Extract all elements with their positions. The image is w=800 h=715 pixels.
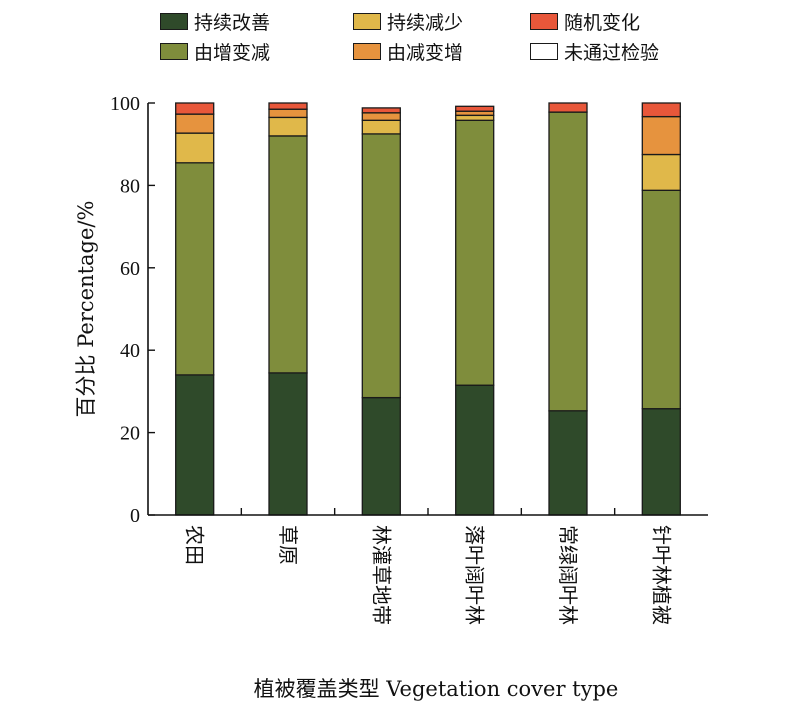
bar-segment-0-3: [175, 113, 215, 134]
y-tick-label: 80: [120, 175, 140, 197]
bar-segment-4-4: [548, 102, 588, 113]
bar-segment-0-1: [175, 162, 215, 376]
bar-segment-1-1: [268, 135, 308, 374]
category-label: 草原: [276, 525, 300, 565]
y-tick-label: 40: [120, 340, 140, 362]
category-label: 常绿阔叶林: [556, 525, 580, 625]
bar-segment-1-0: [268, 372, 308, 516]
category-label: 林灌草地带: [369, 525, 393, 625]
legend-label: 由减变增: [387, 42, 464, 64]
x-axis-title: 植被覆盖类型 Vegetation cover type: [254, 677, 619, 701]
bar-segment-3-4: [455, 105, 495, 112]
y-tick-label: 100: [110, 93, 140, 115]
legend-swatch: [160, 13, 188, 30]
legend-item: 未通过检验: [530, 38, 659, 65]
legend-label: 随机变化: [564, 12, 641, 34]
y-tick-label: 20: [120, 423, 140, 445]
bar-segment-5-2: [641, 153, 681, 191]
bar-segment-0-4: [175, 102, 215, 115]
legend: 持续改善由增变减 持续减少由减变增 随机变化未通过检验: [0, 0, 800, 80]
bar-segment-2-3: [361, 112, 401, 121]
category-label: 落叶阔叶林: [463, 525, 487, 625]
category-label: 农田: [183, 525, 207, 565]
legend-item: 由减变增: [353, 38, 463, 65]
bar-segment-2-0: [361, 396, 401, 516]
legend-swatch: [353, 43, 381, 60]
legend-swatch: [160, 43, 188, 60]
bar-segment-4-1: [548, 111, 588, 412]
legend-item: 由增变减: [160, 38, 270, 65]
y-axis-title: 百分比 Percentage/%: [74, 201, 98, 418]
category-label: 针叶林植被: [649, 525, 673, 625]
bar-segment-3-0: [455, 384, 495, 516]
legend-item: 持续改善: [160, 8, 270, 35]
y-tick-label: 60: [120, 258, 140, 280]
bar-segment-5-3: [641, 115, 681, 156]
bar-segment-0-2: [175, 132, 215, 164]
legend-swatch: [530, 13, 558, 30]
bar-segment-1-4: [268, 102, 308, 110]
bar-segment-1-3: [268, 108, 308, 119]
legend-label: 持续改善: [194, 12, 271, 34]
bar-segment-4-0: [548, 410, 588, 516]
bar-segment-2-4: [361, 107, 401, 114]
legend-item: 随机变化: [530, 8, 640, 35]
bar-segment-5-0: [641, 408, 681, 516]
legend-swatch: [353, 13, 381, 30]
bar-segment-0-0: [175, 374, 215, 516]
legend-swatch: [530, 43, 558, 60]
bar-segment-3-2: [455, 114, 495, 121]
legend-label: 未通过检验: [564, 42, 660, 64]
legend-label: 持续减少: [387, 12, 464, 34]
bar-segment-1-2: [268, 116, 308, 137]
legend-label: 由增变减: [194, 42, 271, 64]
bar-segment-2-2: [361, 119, 401, 135]
bar-segment-5-1: [641, 189, 681, 410]
bar-segment-5-4: [641, 102, 681, 118]
bar-segment-2-1: [361, 133, 401, 399]
legend-item: 持续减少: [353, 8, 463, 35]
bar-segment-3-1: [455, 119, 495, 386]
y-tick-label: 0: [130, 505, 140, 527]
